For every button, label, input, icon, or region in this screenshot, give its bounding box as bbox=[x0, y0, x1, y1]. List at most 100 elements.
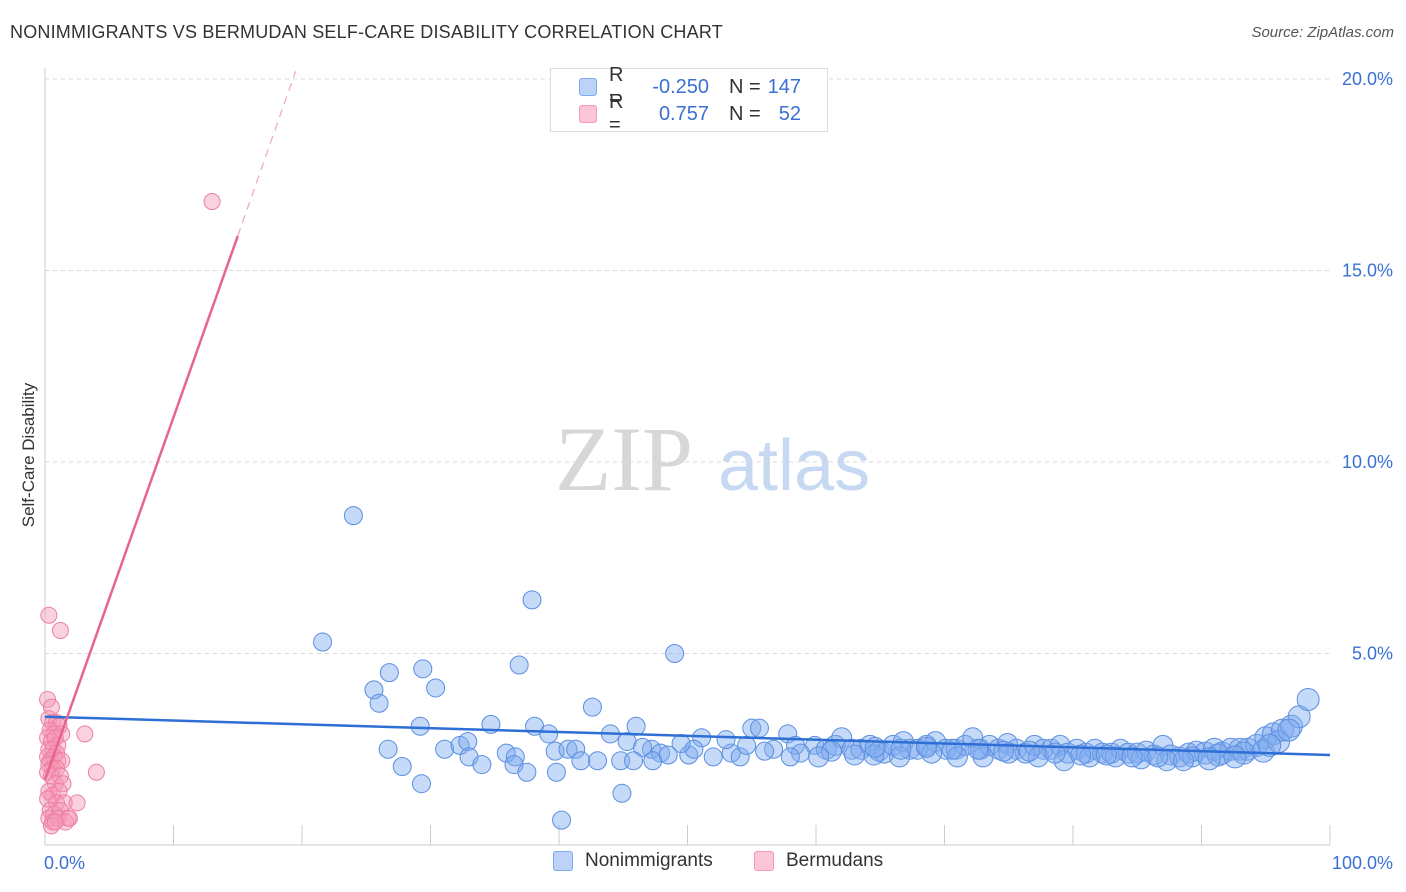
nonimmigrants-point bbox=[426, 678, 446, 698]
y-tick-label: 10.0% bbox=[1342, 452, 1393, 472]
nonimmigrants-point bbox=[412, 774, 432, 794]
r-label: R = bbox=[609, 91, 624, 136]
r-value: -0.250 bbox=[652, 75, 709, 98]
nonimmigrants-point bbox=[1279, 714, 1303, 738]
chart-title: NONIMMIGRANTS VS BERMUDAN SELF-CARE DISA… bbox=[10, 22, 723, 42]
series-legend: Nonimmigrants Bermudans bbox=[0, 850, 1406, 878]
bermudans-point bbox=[87, 763, 105, 781]
nonimmigrants-point bbox=[1121, 746, 1143, 768]
x-tick-label: 0.0% bbox=[44, 853, 85, 873]
nonimmigrants-point bbox=[1173, 750, 1195, 772]
gridlines bbox=[45, 78, 1330, 654]
nonimmigrants-point bbox=[539, 724, 559, 744]
bermudans-point bbox=[54, 775, 72, 793]
nonimmigrants-point bbox=[546, 762, 566, 782]
nonimmigrants-trend-line bbox=[44, 715, 1331, 757]
nonimmigrants-point bbox=[730, 747, 750, 767]
nonimmigrants-point bbox=[749, 718, 769, 738]
nonimmigrants-point bbox=[522, 590, 542, 610]
nonimmigrants-point bbox=[379, 663, 399, 683]
nonimmigrants-point bbox=[1223, 745, 1247, 769]
nonimmigrants-point bbox=[1296, 687, 1320, 711]
nonimmigrants-point bbox=[684, 739, 704, 759]
legend-swatch-bermudans bbox=[754, 851, 774, 871]
nonimmigrants-point bbox=[435, 739, 455, 759]
nonimmigrants-point bbox=[1018, 740, 1040, 762]
watermark-zip: ZIP bbox=[555, 408, 693, 510]
nonimmigrants-point bbox=[410, 716, 430, 736]
nonimmigrants-point bbox=[472, 755, 492, 775]
nonimmigrants-point bbox=[552, 810, 572, 830]
nonimmigrants-point bbox=[1277, 718, 1301, 742]
trend-lines bbox=[43, 71, 1331, 781]
nonimmigrants-point bbox=[505, 747, 525, 767]
nonimmigrants-point bbox=[1095, 744, 1117, 766]
n-value: 147 bbox=[767, 75, 801, 98]
bermudans-point bbox=[51, 622, 69, 640]
nonimmigrants-point bbox=[582, 697, 602, 717]
nonimmigrants-point bbox=[1070, 744, 1092, 766]
y-tick-label: 20.0% bbox=[1342, 69, 1393, 89]
nonimmigrants-point bbox=[558, 739, 578, 759]
nonimmigrants-point bbox=[889, 746, 911, 768]
axes bbox=[44, 68, 1331, 846]
nonimmigrants-point bbox=[624, 751, 644, 771]
bermudans-trend-line bbox=[43, 235, 239, 781]
nonimmigrants-point bbox=[679, 745, 699, 765]
nonimmigrants-point bbox=[517, 762, 537, 782]
nonimmigrants-point bbox=[1197, 747, 1221, 771]
n-label: N = bbox=[729, 75, 761, 98]
watermark-atlas: atlas bbox=[718, 426, 870, 506]
nonimmigrants-point bbox=[571, 751, 591, 771]
nonimmigrants-point bbox=[378, 739, 398, 759]
tick-labels: 5.0% 10.0% 15.0% 20.0% 0.0% 100.0% bbox=[44, 69, 1393, 873]
nonimmigrants-point bbox=[841, 738, 863, 760]
legend-swatch-pink bbox=[579, 105, 597, 123]
nonimmigrants-point bbox=[633, 737, 653, 757]
nonimmigrants-point bbox=[737, 735, 757, 755]
legend-label-nonimmigrants: Nonimmigrants bbox=[585, 850, 713, 871]
source-label: Source: ZipAtlas.com bbox=[1251, 24, 1394, 41]
legend-swatch-nonimmigrants bbox=[553, 851, 573, 871]
legend-label-bermudans: Bermudans bbox=[786, 850, 884, 871]
nonimmigrants-point bbox=[658, 745, 678, 765]
bermudans-point bbox=[68, 794, 86, 812]
nonimmigrants-point bbox=[808, 746, 830, 768]
nonimmigrants-point bbox=[1206, 743, 1230, 767]
nonimmigrants-point bbox=[916, 736, 938, 758]
nonimmigrants-point bbox=[651, 743, 671, 763]
nonimmigrants-point bbox=[1219, 737, 1243, 761]
nonimmigrants-point bbox=[899, 738, 921, 760]
nonimmigrants-point bbox=[890, 738, 912, 760]
n-value: 52 bbox=[778, 102, 801, 125]
nonimmigrants-point bbox=[458, 732, 478, 752]
nonimmigrants-point bbox=[566, 739, 586, 759]
nonimmigrants-point bbox=[1147, 746, 1169, 768]
nonimmigrants-point bbox=[941, 738, 963, 760]
correlation-legend: R = -0.250 N = 147 R = 0.757 N = 52 bbox=[550, 64, 828, 136]
n-label: N = bbox=[729, 102, 761, 125]
nonimmigrants-point bbox=[313, 632, 333, 652]
nonimmigrants-point bbox=[844, 744, 866, 766]
y-tick-label: 15.0% bbox=[1342, 261, 1393, 281]
bermudans-point bbox=[46, 813, 64, 831]
bermudans-point bbox=[76, 725, 94, 743]
nonimmigrants-point bbox=[1104, 746, 1126, 768]
bermudans-trend-extension bbox=[237, 71, 297, 237]
nonimmigrants-point bbox=[369, 693, 389, 713]
r-value: 0.757 bbox=[658, 102, 709, 125]
bermudans-point bbox=[39, 690, 57, 708]
x-tick-label: 100.0% bbox=[1332, 853, 1393, 873]
nonimmigrants-point bbox=[588, 751, 608, 771]
nonimmigrants-point bbox=[612, 783, 632, 803]
nonimmigrants-point bbox=[413, 659, 433, 679]
legend-row-bermudans: R = 0.757 N = 52 bbox=[579, 91, 801, 136]
nonimmigrants-point bbox=[755, 741, 775, 761]
y-axis-label: Self-Care Disability bbox=[19, 382, 38, 527]
nonimmigrants-point bbox=[665, 644, 685, 663]
bermudans-point bbox=[60, 809, 78, 827]
nonimmigrants-point bbox=[967, 738, 989, 760]
nonimmigrants-point bbox=[780, 747, 800, 767]
legend-item-bermudans: Bermudans bbox=[754, 850, 883, 872]
